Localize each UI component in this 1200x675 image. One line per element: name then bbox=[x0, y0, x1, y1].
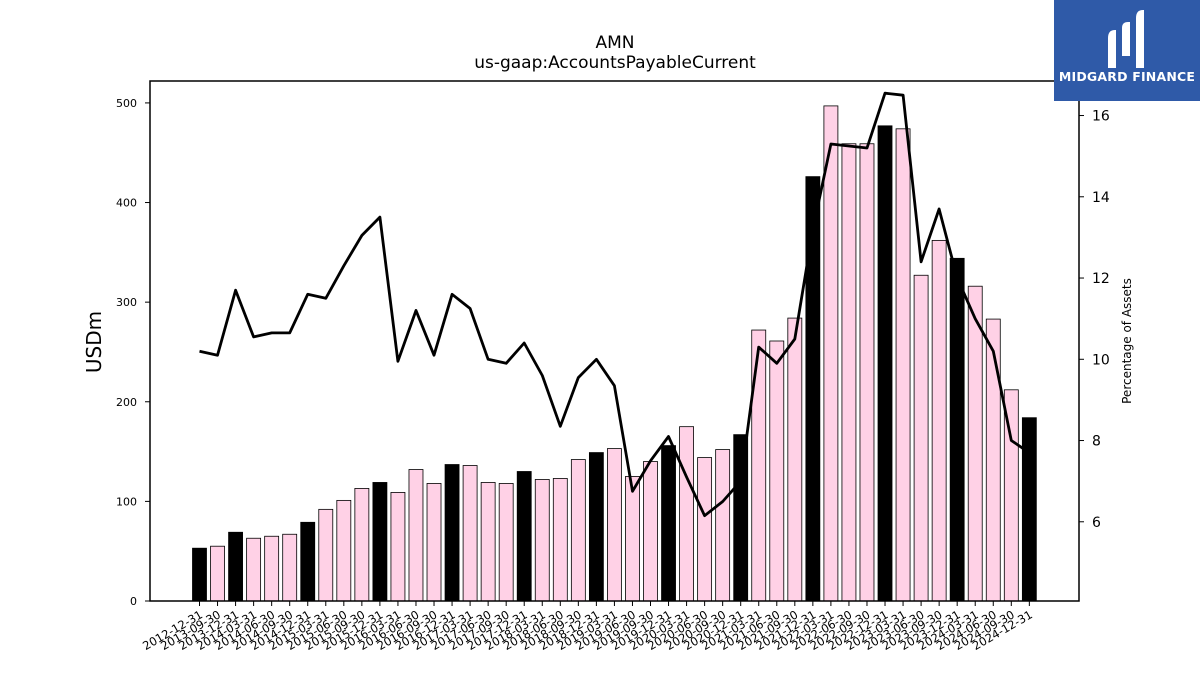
bar bbox=[408, 469, 424, 602]
line-series bbox=[199, 91, 1031, 518]
y2-tick-label: 14 bbox=[1092, 190, 1110, 206]
y2-tick-label: 16 bbox=[1092, 109, 1110, 125]
bar bbox=[444, 464, 460, 602]
bar bbox=[733, 434, 749, 602]
chart-title: AMN bbox=[595, 33, 634, 53]
bar bbox=[192, 547, 207, 602]
bar bbox=[354, 488, 370, 602]
brand-name: MIDGARD FINANCE bbox=[1058, 69, 1196, 84]
bar bbox=[426, 483, 442, 602]
bar bbox=[570, 459, 586, 602]
y2-tick-label: 10 bbox=[1092, 352, 1110, 368]
bar bbox=[1021, 417, 1037, 602]
bar bbox=[679, 426, 694, 602]
bar bbox=[228, 531, 243, 602]
bar bbox=[282, 533, 298, 602]
bar bbox=[841, 143, 857, 602]
y-tick-label: 300 bbox=[116, 296, 137, 309]
bar-series bbox=[192, 105, 1037, 602]
chart-subtitle: us-gaap:AccountsPayableCurrent bbox=[474, 53, 756, 73]
bar bbox=[246, 537, 262, 602]
bar bbox=[318, 508, 334, 602]
percentage-line bbox=[199, 91, 1031, 518]
bar bbox=[462, 465, 478, 602]
bar bbox=[697, 457, 713, 602]
bar bbox=[823, 105, 839, 602]
bar bbox=[534, 479, 550, 602]
y-tick-label: 500 bbox=[116, 97, 137, 110]
y-axis-label: USDm bbox=[82, 311, 106, 373]
bar bbox=[390, 492, 406, 602]
plot-frame bbox=[149, 80, 1080, 602]
bar bbox=[516, 471, 532, 602]
bar bbox=[643, 461, 658, 602]
axes: 010020030040050068101214162012-12-312013… bbox=[116, 97, 1110, 653]
y2-tick-label: 6 bbox=[1092, 515, 1101, 531]
bar bbox=[625, 476, 640, 602]
bar bbox=[805, 176, 821, 602]
bar bbox=[498, 483, 514, 602]
bar bbox=[877, 125, 893, 602]
bar bbox=[751, 329, 767, 602]
bar bbox=[480, 482, 496, 602]
bar bbox=[769, 340, 785, 602]
y-tick-label: 200 bbox=[116, 396, 137, 409]
bar bbox=[372, 482, 388, 602]
bar bbox=[787, 317, 803, 602]
bar bbox=[931, 239, 947, 602]
bar bbox=[336, 499, 352, 602]
bar bbox=[913, 274, 929, 602]
bar bbox=[210, 545, 225, 602]
bar bbox=[552, 478, 568, 602]
y2-tick-label: 8 bbox=[1092, 434, 1101, 450]
bar bbox=[967, 285, 983, 602]
bar bbox=[949, 257, 965, 602]
bar bbox=[607, 448, 622, 602]
bar bbox=[859, 143, 875, 602]
y2-tick-label: 12 bbox=[1092, 271, 1110, 287]
bar bbox=[715, 449, 731, 602]
y-tick-label: 400 bbox=[116, 197, 137, 210]
brand-logo: MIDGARD FINANCE bbox=[1054, 0, 1200, 101]
logo-mark-icon bbox=[1108, 10, 1144, 68]
bar bbox=[985, 318, 1001, 602]
y2-axis-label: Percentage of Assets bbox=[1120, 278, 1134, 404]
y-tick-label: 100 bbox=[116, 495, 137, 508]
y-tick-label: 0 bbox=[130, 595, 137, 608]
bar bbox=[300, 521, 316, 602]
bar bbox=[588, 452, 604, 602]
bar bbox=[661, 445, 676, 602]
bar bbox=[264, 535, 280, 602]
bar bbox=[895, 128, 911, 602]
